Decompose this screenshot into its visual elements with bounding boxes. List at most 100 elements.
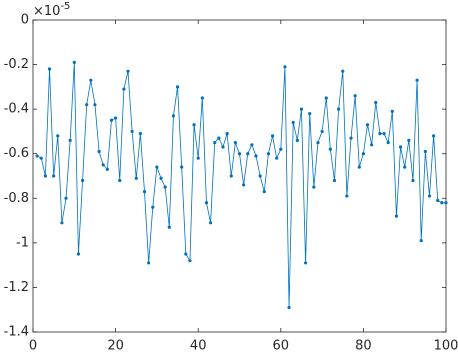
- point: [93, 103, 97, 107]
- point: [122, 87, 126, 91]
- x-tick-label: 40: [190, 339, 207, 354]
- point: [126, 69, 130, 73]
- point: [147, 261, 151, 265]
- point: [225, 132, 229, 136]
- plot-box: [32, 19, 447, 333]
- point: [246, 152, 250, 156]
- point: [184, 252, 188, 256]
- point: [345, 194, 349, 198]
- x-tick-label: 100: [434, 339, 458, 354]
- point: [378, 132, 382, 136]
- point: [237, 152, 242, 156]
- point: [275, 156, 279, 160]
- point: [130, 129, 134, 134]
- point: [291, 120, 295, 125]
- point: [39, 156, 43, 160]
- multiplier-base: ×10: [33, 4, 60, 19]
- point: [316, 140, 320, 145]
- point: [76, 252, 81, 256]
- point: [134, 176, 138, 180]
- point: [105, 167, 109, 171]
- point: [85, 103, 89, 107]
- point: [217, 136, 221, 140]
- point: [361, 152, 365, 156]
- point: [337, 107, 341, 111]
- y-tick-label: -0.2: [4, 57, 29, 72]
- point: [444, 201, 448, 205]
- x-tick-label: 0: [29, 339, 37, 354]
- point: [419, 239, 423, 243]
- point: [242, 183, 246, 187]
- point: [287, 305, 291, 310]
- point: [295, 138, 299, 142]
- point: [89, 78, 93, 82]
- point: [349, 136, 353, 140]
- point: [328, 147, 332, 151]
- point: [52, 174, 56, 178]
- point: [365, 123, 370, 127]
- point: [151, 205, 155, 209]
- point: [262, 190, 266, 194]
- point: [411, 178, 415, 183]
- point: [250, 143, 254, 147]
- point: [299, 107, 304, 111]
- point: [436, 198, 440, 203]
- point: [200, 96, 204, 100]
- point: [175, 85, 180, 89]
- point: [270, 134, 275, 138]
- point: [394, 214, 399, 218]
- point: [56, 134, 60, 138]
- point: [155, 165, 159, 169]
- point: [332, 178, 337, 183]
- point: [118, 178, 122, 183]
- point: [440, 201, 444, 205]
- point: [97, 149, 101, 154]
- point: [266, 152, 271, 156]
- point: [196, 156, 200, 160]
- point: [382, 132, 386, 136]
- y-tick-label: -0.6: [4, 146, 29, 161]
- point: [72, 60, 76, 64]
- point: [60, 221, 64, 225]
- point: [398, 145, 403, 149]
- point: [188, 259, 192, 263]
- point: [142, 190, 147, 194]
- point: [114, 116, 118, 120]
- point: [167, 225, 171, 229]
- point: [163, 185, 167, 189]
- x-tick-label: 60: [273, 339, 290, 354]
- point: [341, 69, 345, 73]
- point: [213, 140, 217, 145]
- multiplier-exponent: -5: [60, 1, 70, 12]
- point: [171, 114, 176, 118]
- point: [407, 138, 411, 142]
- point: [80, 178, 85, 183]
- point: [208, 221, 213, 225]
- point: [64, 196, 68, 200]
- point: [43, 174, 47, 178]
- y-tick-label: -1.4: [4, 325, 29, 340]
- y-tick-label: 0: [21, 13, 29, 28]
- point: [370, 143, 374, 147]
- point: [233, 140, 237, 145]
- point: [423, 149, 427, 154]
- y-tick-label: -1.2: [4, 280, 29, 295]
- series-line: [36, 62, 446, 308]
- point: [303, 261, 308, 265]
- point: [180, 165, 184, 169]
- point: [357, 165, 361, 169]
- y-tick-label: -0.4: [4, 102, 29, 117]
- x-tick-label: 20: [107, 339, 124, 354]
- point: [258, 174, 262, 178]
- point: [390, 109, 394, 113]
- point: [229, 174, 233, 178]
- point: [353, 94, 357, 98]
- y-tick-label: -1: [16, 235, 29, 250]
- point: [324, 96, 328, 100]
- multiplier: ×10-5: [33, 1, 70, 19]
- point: [279, 147, 283, 151]
- point: [159, 176, 163, 180]
- point: [68, 138, 72, 142]
- point: [415, 78, 419, 82]
